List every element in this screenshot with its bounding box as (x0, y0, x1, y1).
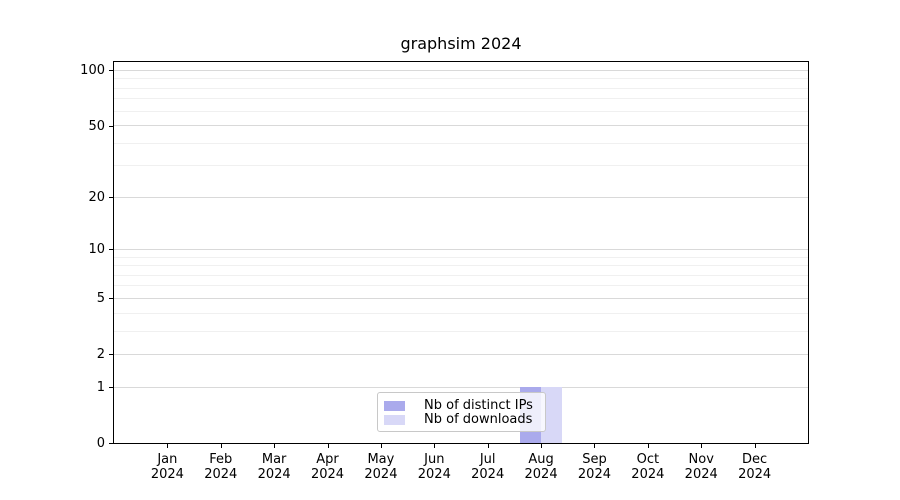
gridline-minor (114, 98, 808, 100)
x-tick-mark (327, 444, 329, 448)
x-tick-mark (754, 444, 756, 448)
x-tick-label: Mar 2024 (257, 452, 291, 482)
legend-swatch-downloads (384, 414, 405, 425)
x-tick-mark (487, 444, 489, 448)
gridline-major (114, 386, 808, 388)
legend-item-downloads: Nb of downloads (384, 413, 539, 426)
x-tick-label: Sep 2024 (577, 452, 611, 482)
gridline-minor (114, 165, 808, 167)
x-tick-mark (167, 444, 169, 448)
y-tick-mark (109, 443, 113, 444)
y-tick-label: 100 (80, 63, 105, 79)
x-tick-label: Jun 2024 (417, 452, 451, 482)
y-tick-label: 20 (88, 190, 105, 206)
y-tick-mark (109, 197, 113, 199)
legend-label-downloads: Nb of downloads (424, 412, 533, 427)
x-tick-label: Aug 2024 (524, 452, 558, 482)
gridline-minor (114, 256, 808, 258)
gridline-major (114, 125, 808, 127)
gridline-major (114, 69, 808, 71)
plot-area (113, 61, 809, 444)
x-tick-mark (380, 444, 382, 448)
x-tick-label: May 2024 (364, 452, 398, 482)
gridline-major (114, 297, 808, 299)
x-tick-label: Apr 2024 (310, 452, 345, 482)
gridline-minor (114, 87, 808, 89)
gridline-major (114, 353, 808, 355)
y-tick-label: 10 (88, 242, 105, 258)
x-tick-mark (701, 444, 703, 448)
gridline-minor (114, 78, 808, 80)
y-tick-label: 5 (96, 291, 105, 307)
y-tick-label: 1 (96, 380, 105, 396)
x-axis: Jan 2024 Feb 2024 Mar 2024 Apr 2024 May 2024… (114, 444, 808, 494)
bar-nb-of-downloads (541, 387, 563, 443)
y-axis-labels: 0 1 2 5 10 20 50 100 (0, 62, 105, 451)
gridline-minor (114, 285, 808, 287)
chart-title: graphsim 2024 (400, 34, 522, 53)
x-tick-label: Jan 2024 (150, 452, 184, 482)
x-tick-label: Oct 2024 (631, 452, 665, 482)
x-tick-mark (541, 444, 543, 448)
x-tick-mark (647, 444, 649, 448)
y-tick-mark (109, 125, 113, 127)
y-tick-mark (109, 387, 113, 389)
plot-inner (114, 62, 808, 443)
gridline-major (114, 248, 808, 250)
y-axis-ticks (109, 62, 113, 444)
legend-label-distinct-ips: Nb of distinct IPs (424, 398, 533, 413)
y-tick-label: 0 (96, 436, 105, 451)
y-tick-mark (109, 70, 113, 72)
x-tick-label: Jul 2024 (471, 452, 505, 482)
x-tick-label: Feb 2024 (204, 452, 238, 482)
gridline-minor (114, 265, 808, 267)
gridline-minor (114, 312, 808, 314)
y-tick-label: 2 (96, 347, 105, 363)
x-tick-label: Dec 2024 (738, 452, 772, 482)
gridline-major (114, 196, 808, 198)
y-tick-label: 50 (88, 118, 105, 134)
x-tick-mark (274, 444, 276, 448)
x-tick-mark (434, 444, 436, 448)
x-tick-mark (220, 444, 222, 448)
x-tick-mark (594, 444, 596, 448)
legend: Nb of distinct IPs Nb of downloads (377, 392, 546, 432)
gridline-minor (114, 110, 808, 112)
y-tick-mark (109, 298, 113, 300)
y-tick-mark (109, 354, 113, 356)
gridline-minor (114, 274, 808, 276)
x-tick-label: Nov 2024 (684, 452, 718, 482)
y-tick-mark (109, 249, 113, 251)
legend-swatch-distinct-ips (384, 400, 405, 411)
gridline-minor (114, 142, 808, 144)
gridline-minor (114, 330, 808, 332)
legend-item-distinct-ips: Nb of distinct IPs (384, 399, 539, 412)
